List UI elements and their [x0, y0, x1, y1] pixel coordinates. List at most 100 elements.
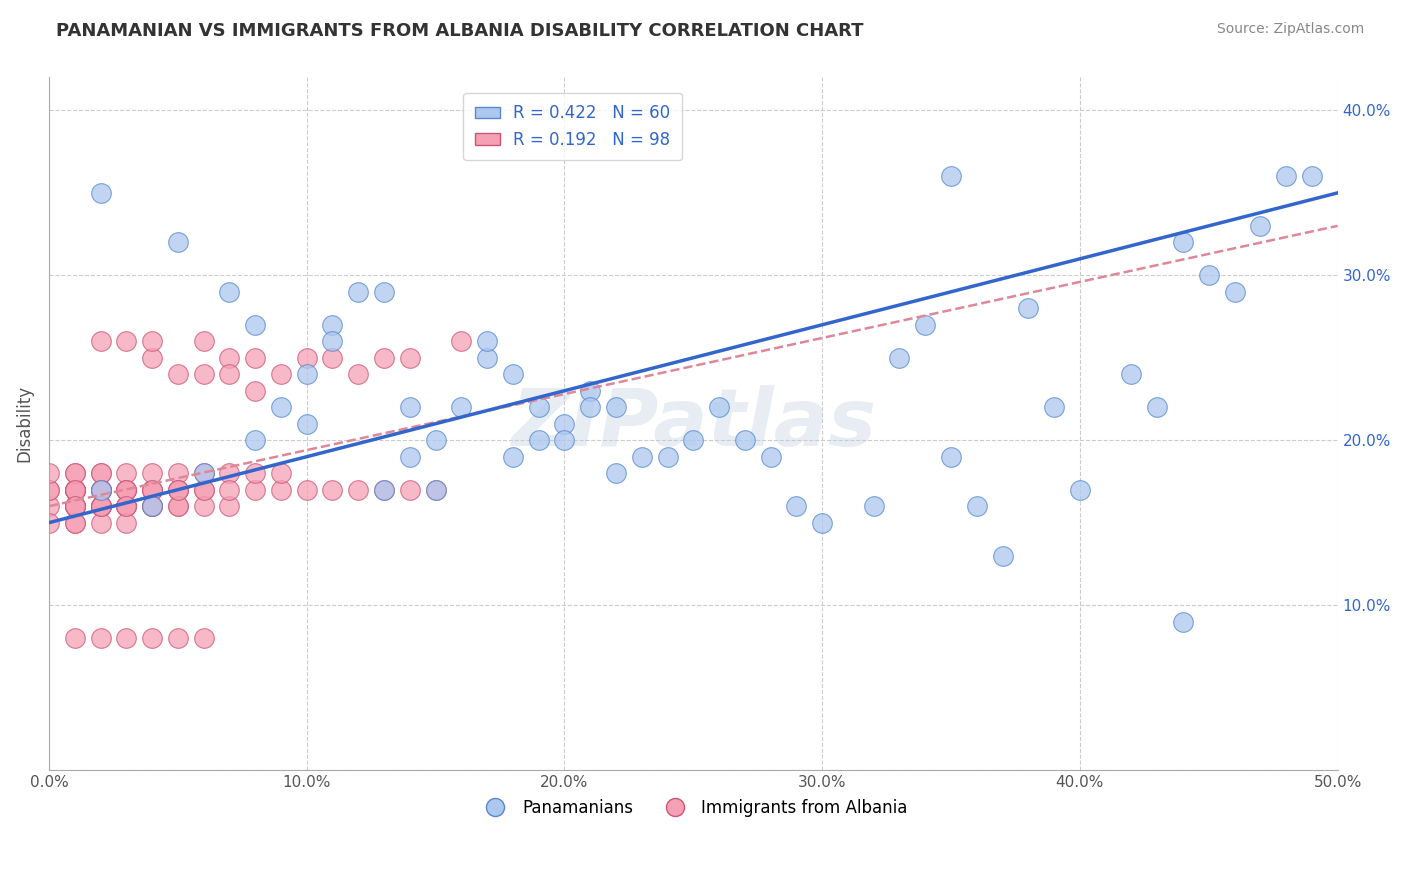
Point [734, 434, 756, 448]
Point [991, 549, 1014, 563]
Point [89, 499, 111, 513]
Point [89, 483, 111, 497]
Point [141, 499, 163, 513]
Point [321, 334, 343, 349]
Point [38, 483, 60, 497]
Point [295, 368, 318, 382]
Point [193, 483, 215, 497]
Point [373, 285, 395, 299]
Point [63, 466, 86, 480]
Point [295, 483, 318, 497]
Point [115, 499, 138, 513]
Point [475, 351, 498, 365]
Point [115, 499, 138, 513]
Point [966, 499, 988, 513]
Point [115, 631, 138, 645]
Point [63, 483, 86, 497]
Point [682, 434, 704, 448]
Text: Source: ZipAtlas.com: Source: ZipAtlas.com [1216, 22, 1364, 37]
Point [218, 466, 240, 480]
Point [166, 235, 188, 250]
Point [502, 450, 524, 464]
Point [243, 483, 266, 497]
Point [141, 483, 163, 497]
Point [939, 450, 962, 464]
Point [218, 368, 240, 382]
Point [63, 483, 86, 497]
Point [579, 401, 602, 415]
Point [166, 483, 188, 497]
Point [89, 516, 111, 530]
Point [630, 450, 652, 464]
Point [425, 483, 447, 497]
Point [166, 631, 188, 645]
Point [1121, 368, 1143, 382]
Point [321, 483, 343, 497]
Point [63, 516, 86, 530]
Point [193, 368, 215, 382]
Point [270, 483, 292, 497]
Point [553, 434, 575, 448]
Point [166, 466, 188, 480]
Point [1171, 615, 1194, 629]
Point [63, 483, 86, 497]
Point [141, 499, 163, 513]
Point [38, 466, 60, 480]
Point [89, 483, 111, 497]
Point [63, 499, 86, 513]
Point [579, 384, 602, 398]
Point [115, 499, 138, 513]
Point [141, 483, 163, 497]
Point [347, 368, 370, 382]
Point [425, 483, 447, 497]
Point [707, 401, 730, 415]
Point [63, 466, 86, 480]
Point [63, 483, 86, 497]
Point [321, 351, 343, 365]
Point [1301, 169, 1323, 184]
Point [63, 499, 86, 513]
Point [38, 483, 60, 497]
Point [63, 483, 86, 497]
Point [63, 516, 86, 530]
Point [270, 466, 292, 480]
Point [398, 351, 420, 365]
Point [759, 450, 782, 464]
Point [218, 351, 240, 365]
Point [166, 499, 188, 513]
Point [450, 334, 472, 349]
Point [141, 499, 163, 513]
Point [1043, 401, 1066, 415]
Point [450, 401, 472, 415]
Point [1249, 219, 1271, 233]
Point [193, 466, 215, 480]
Point [89, 466, 111, 480]
Point [1017, 301, 1039, 316]
Point [89, 186, 111, 200]
Point [527, 434, 550, 448]
Point [502, 368, 524, 382]
Point [605, 401, 627, 415]
Point [218, 285, 240, 299]
Point [295, 417, 318, 431]
Point [270, 368, 292, 382]
Point [141, 351, 163, 365]
Point [63, 631, 86, 645]
Point [347, 483, 370, 497]
Point [605, 466, 627, 480]
Point [218, 499, 240, 513]
Point [89, 499, 111, 513]
Point [425, 434, 447, 448]
Point [89, 483, 111, 497]
Point [193, 631, 215, 645]
Point [1275, 169, 1298, 184]
Point [193, 466, 215, 480]
Point [38, 516, 60, 530]
Point [270, 401, 292, 415]
Point [63, 483, 86, 497]
Point [141, 631, 163, 645]
Point [115, 483, 138, 497]
Point [166, 483, 188, 497]
Point [166, 499, 188, 513]
Point [243, 466, 266, 480]
